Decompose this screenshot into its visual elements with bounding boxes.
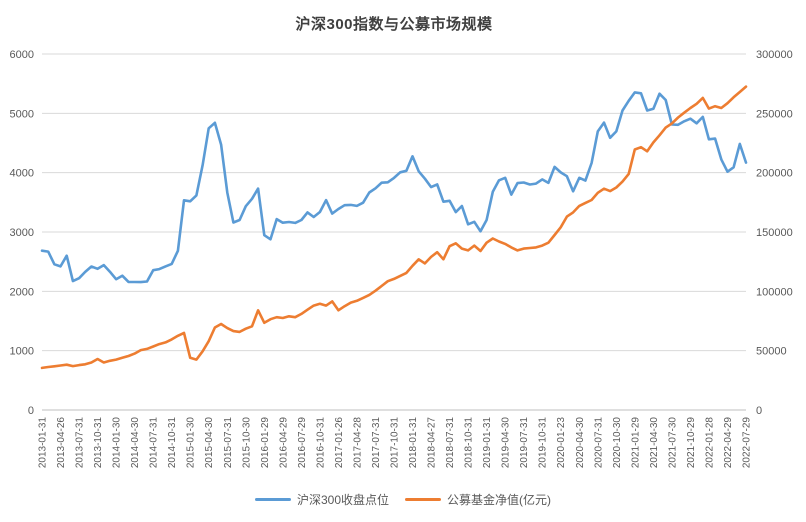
x-axis-tick: 2018-07-31 [445,417,456,469]
x-axis-tick: 2021-07-30 [667,417,678,469]
x-axis-tick: 2022-04-29 [723,417,734,469]
x-axis-tick: 2020-07-31 [593,417,604,469]
x-axis-tick: 2019-10-31 [538,417,549,469]
csi300-line-swatch [254,497,291,501]
x-axis-tick: 2016-07-29 [297,417,308,469]
x-axis-tick: 2015-04-30 [204,417,215,469]
x-axis-tick: 2015-10-30 [241,417,252,469]
x-axis-tick: 2015-07-31 [223,417,234,469]
legend-item-csi300: 沪深300收盘点位 [254,491,390,508]
x-axis-tick: 2018-01-31 [408,417,419,469]
x-axis-tick: 2013-01-31 [38,417,49,469]
x-axis-tick: 2019-04-30 [501,417,512,469]
x-axis-tick: 2017-10-31 [390,417,401,469]
x-axis-tick: 2016-04-29 [278,417,289,469]
fund-line-swatch [405,497,442,501]
x-axis-tick: 2013-07-31 [75,417,86,469]
x-axis-tick: 2022-01-28 [704,417,715,469]
y-axis-tick-left: 0 [28,405,34,417]
x-axis-tick: 2014-10-31 [167,417,178,469]
x-axis-tick: 2017-04-28 [352,417,363,469]
x-axis-tick: 2013-04-26 [56,417,67,469]
y-axis-tick-right: 300000 [756,49,793,61]
x-axis-tick: 2020-01-23 [556,417,567,469]
x-axis-tick: 2021-10-29 [686,417,697,469]
x-axis-tick: 2019-07-31 [519,417,530,469]
y-axis-tick-right: 0 [756,405,762,417]
x-axis-tick: 2014-01-30 [112,417,123,469]
x-axis-tick: 2015-01-30 [186,417,197,469]
x-axis-tick: 2022-07-29 [742,417,753,469]
legend-item-fund: 公募基金净值(亿元) [405,491,551,508]
legend-label-fund: 公募基金净值(亿元) [447,492,552,507]
x-axis-tick: 2017-01-26 [334,417,345,469]
chart-title: 沪深300指数与公募市场规模 [295,16,493,33]
y-axis-tick-left: 3000 [10,227,34,239]
x-axis-tick: 2020-10-30 [612,417,623,469]
x-axis-tick: 2013-10-31 [93,417,104,469]
x-axis-tick: 2017-07-31 [371,417,382,469]
y-axis-tick-right: 200000 [756,168,793,180]
x-axis-tick: 2021-01-29 [630,417,641,469]
y-axis-tick-right: 100000 [756,286,793,298]
legend-label-csi300: 沪深300收盘点位 [296,492,390,507]
x-axis-tick: 2018-10-31 [464,417,475,469]
chart-legend: 沪深300收盘点位 公募基金净值(亿元) [0,487,806,511]
x-axis-tick: 2016-01-29 [260,417,271,469]
y-axis-tick-left: 6000 [10,49,34,61]
y-axis-tick-right: 50000 [756,346,787,358]
x-axis-tick: 2016-10-31 [315,417,326,469]
x-axis-tick: 2019-01-31 [482,417,493,469]
x-axis-tick: 2014-07-31 [149,417,160,469]
x-axis-tick: 2018-04-27 [427,417,438,469]
x-axis-tick: 2014-04-30 [130,417,141,469]
y-axis-tick-left: 2000 [10,286,34,298]
fund-nav-line [40,85,748,370]
y-axis-tick-left: 4000 [10,168,34,180]
y-axis-tick-left: 5000 [10,108,34,120]
csi300-close-line [40,91,748,284]
y-axis-tick-right: 150000 [756,227,793,239]
x-axis-tick: 2021-04-30 [649,417,660,469]
x-axis-tick: 2020-04-30 [575,417,586,469]
y-axis-tick-left: 1000 [10,346,34,358]
y-axis-tick-right: 250000 [756,108,793,120]
